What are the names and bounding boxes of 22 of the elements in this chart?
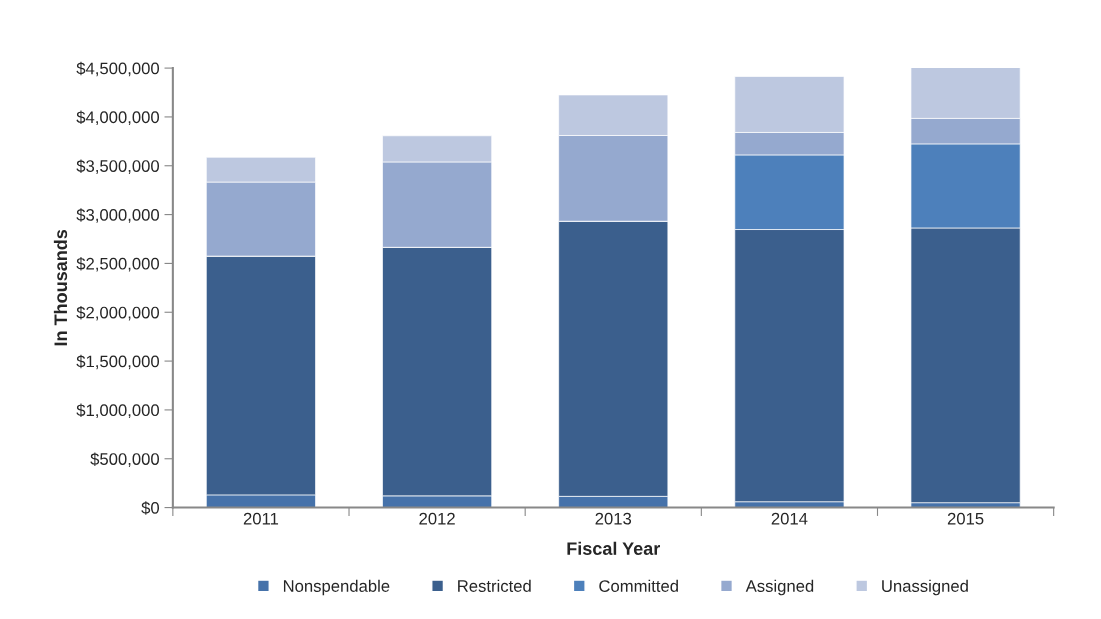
y-tick-label: $1,000,000	[76, 403, 160, 419]
x-tick-label: 2011	[243, 512, 279, 525]
y-tick-label: $3,500,000	[76, 159, 160, 174]
y-tick-label: $1,500,000	[76, 354, 160, 370]
legend-label: Unassigned	[882, 579, 968, 596]
x-tick-label: 2013	[595, 512, 632, 525]
x-tick-label: 2015	[947, 512, 984, 525]
y-tick-label: $4,000,000	[76, 110, 160, 126]
y-axis-title: In Thousands	[53, 229, 68, 346]
y-tick-label: $500,000	[90, 452, 160, 467]
legend-label: Restricted	[458, 579, 531, 592]
legend-label: Committed	[599, 579, 678, 592]
y-tick-label: $2,500,000	[76, 257, 160, 272]
y-tick-label: $2,000,000	[76, 305, 160, 321]
y-tick-label: $4,500,000	[76, 61, 160, 77]
legend-label: Assigned	[745, 579, 814, 596]
y-tick-label: $0	[141, 501, 160, 515]
x-axis-title: Fiscal Year	[567, 541, 661, 555]
x-tick-label: 2014	[771, 512, 808, 525]
legend-label: Nonspendable	[283, 579, 390, 596]
x-tick-label: 2012	[419, 512, 455, 525]
y-tick-label: $3,000,000	[76, 208, 160, 223]
